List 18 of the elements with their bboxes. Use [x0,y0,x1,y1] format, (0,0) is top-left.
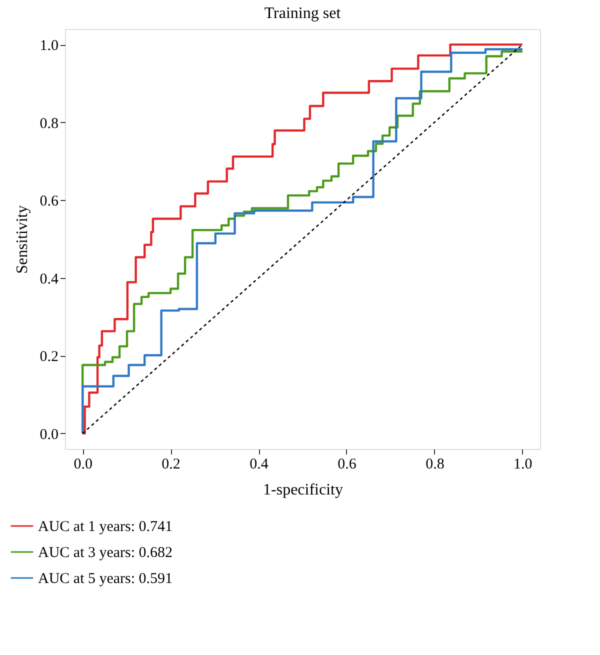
y-tick-label: 0.0 [40,426,58,443]
y-axis-title: Sensitivity [14,205,31,274]
legend-label: AUC at 5 years: 0.591 [38,571,173,587]
legend-label: AUC at 1 years: 0.741 [38,519,173,535]
chart-title: Training set [264,5,342,22]
y-tick-label: 0.8 [40,116,58,132]
x-tick-label: 1.0 [514,456,532,472]
x-tick-label: 0.2 [162,456,180,472]
y-tick-label: 0.4 [40,271,59,288]
x-tick-label: 0.6 [338,456,357,472]
legend-label: AUC at 3 years: 0.682 [38,545,173,561]
x-tick-label: 0.4 [250,456,269,472]
x-axis-title: 1-specificity [263,482,343,498]
y-tick-label: 1.0 [40,38,58,54]
y-tick-label: 0.6 [40,194,59,210]
y-tick-label: 0.2 [40,349,58,366]
x-tick-label: 0.0 [74,456,92,472]
x-tick-label: 0.8 [426,456,444,472]
